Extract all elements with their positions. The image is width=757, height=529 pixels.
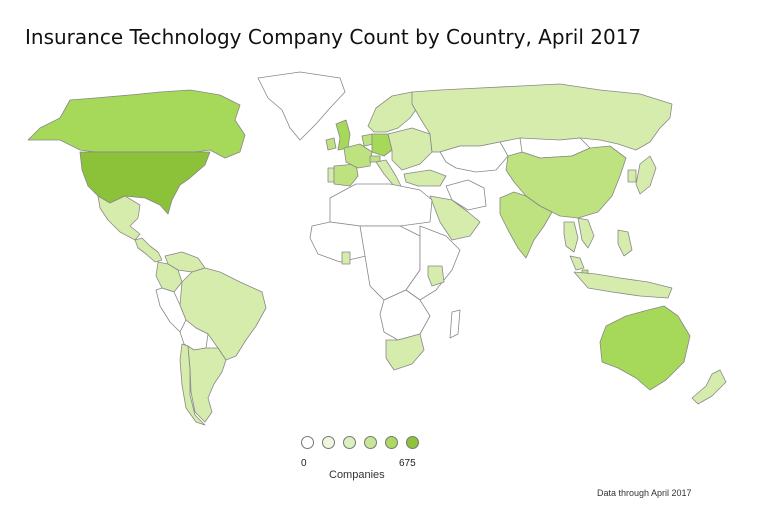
map-title: Insurance Technology Company Count by Co… — [25, 25, 642, 49]
country-japan[interactable] — [635, 155, 657, 195]
country-south-korea[interactable] — [627, 169, 637, 183]
legend-title: Companies — [329, 469, 385, 481]
country-argentina[interactable] — [187, 345, 227, 423]
legend-max-label: 675 — [399, 458, 416, 469]
country-north-africa[interactable] — [329, 183, 433, 227]
country-ghana[interactable] — [341, 251, 351, 265]
country-australia[interactable] — [599, 305, 691, 391]
legend-swatch — [343, 436, 356, 449]
country-russia[interactable] — [411, 83, 673, 153]
map-legend: 0 675 Companies — [298, 434, 422, 484]
country-united-kingdom[interactable] — [335, 119, 351, 151]
country-vietnam[interactable] — [577, 217, 595, 249]
country-germany[interactable] — [371, 133, 393, 157]
country-turkey[interactable] — [403, 169, 447, 187]
legend-swatch — [322, 436, 335, 449]
country-kazakhstan[interactable] — [439, 141, 509, 173]
country-central-america[interactable] — [134, 237, 163, 263]
country-ireland[interactable] — [325, 137, 337, 151]
country-madagascar[interactable] — [449, 309, 461, 339]
country-new-zealand[interactable] — [691, 369, 727, 405]
legend-swatch — [301, 436, 314, 449]
country-indonesia[interactable] — [573, 271, 673, 299]
country-india[interactable] — [499, 191, 553, 259]
country-canada[interactable] — [27, 89, 246, 159]
country-scandinavia[interactable] — [367, 91, 421, 133]
legend-min-label: 0 — [301, 458, 307, 469]
country-spain[interactable] — [333, 163, 359, 187]
country-mexico[interactable] — [97, 195, 141, 241]
country-france[interactable] — [343, 143, 373, 169]
country-kenya[interactable] — [427, 265, 445, 287]
world-choropleth-map — [0, 55, 757, 435]
country-philippines[interactable] — [617, 229, 633, 257]
country-greenland[interactable] — [257, 71, 346, 141]
world-map-svg — [27, 71, 727, 426]
country-colombia[interactable] — [155, 261, 183, 293]
legend-swatch — [406, 436, 419, 449]
legend-scale — [298, 434, 422, 452]
country-malaysia[interactable] — [569, 255, 585, 271]
country-arabian-peninsula[interactable] — [429, 195, 481, 241]
legend-swatch — [364, 436, 377, 449]
legend-swatch — [385, 436, 398, 449]
country-china[interactable] — [505, 145, 627, 219]
country-south-africa[interactable] — [385, 333, 425, 371]
country-portugal[interactable] — [327, 167, 335, 183]
country-east-africa[interactable] — [405, 225, 461, 301]
country-thailand[interactable] — [563, 221, 579, 253]
footnote: Data through April 2017 — [597, 488, 692, 498]
country-eastern-europe[interactable] — [387, 127, 433, 171]
